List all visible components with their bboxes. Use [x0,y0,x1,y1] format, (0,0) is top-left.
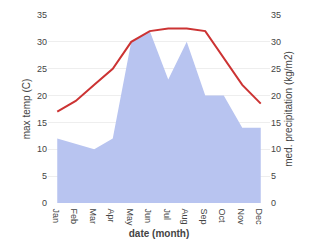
svg-text:0: 0 [42,198,47,208]
svg-text:max temp (C): max temp (C) [21,79,32,140]
svg-text:35: 35 [37,10,47,20]
svg-text:Dec: Dec [254,209,264,226]
svg-text:Sep: Sep [199,209,209,225]
svg-text:date (month): date (month) [129,228,190,239]
svg-text:15: 15 [271,118,281,128]
svg-text:20: 20 [271,91,281,101]
svg-text:Jan: Jan [51,209,61,224]
svg-text:5: 5 [271,171,276,181]
svg-text:20: 20 [37,91,47,101]
svg-text:30: 30 [271,37,281,47]
svg-text:5: 5 [42,171,47,181]
svg-text:Feb: Feb [69,209,79,225]
svg-text:25: 25 [37,64,47,74]
svg-text:med. precipitation (kg/m2): med. precipitation (kg/m2) [283,51,294,167]
svg-text:Nov: Nov [236,209,246,226]
svg-text:10: 10 [37,144,47,154]
svg-text:30: 30 [37,37,47,47]
svg-text:May: May [125,209,135,227]
svg-text:Jul: Jul [162,209,172,221]
svg-text:35: 35 [271,10,281,20]
svg-text:Oct: Oct [217,209,227,224]
svg-text:0: 0 [271,198,276,208]
svg-text:25: 25 [271,64,281,74]
svg-text:Mar: Mar [88,209,98,225]
svg-text:Apr: Apr [106,209,116,223]
svg-text:Jun: Jun [143,209,153,224]
svg-text:10: 10 [271,144,281,154]
svg-text:Aug: Aug [180,209,190,225]
svg-text:15: 15 [37,118,47,128]
